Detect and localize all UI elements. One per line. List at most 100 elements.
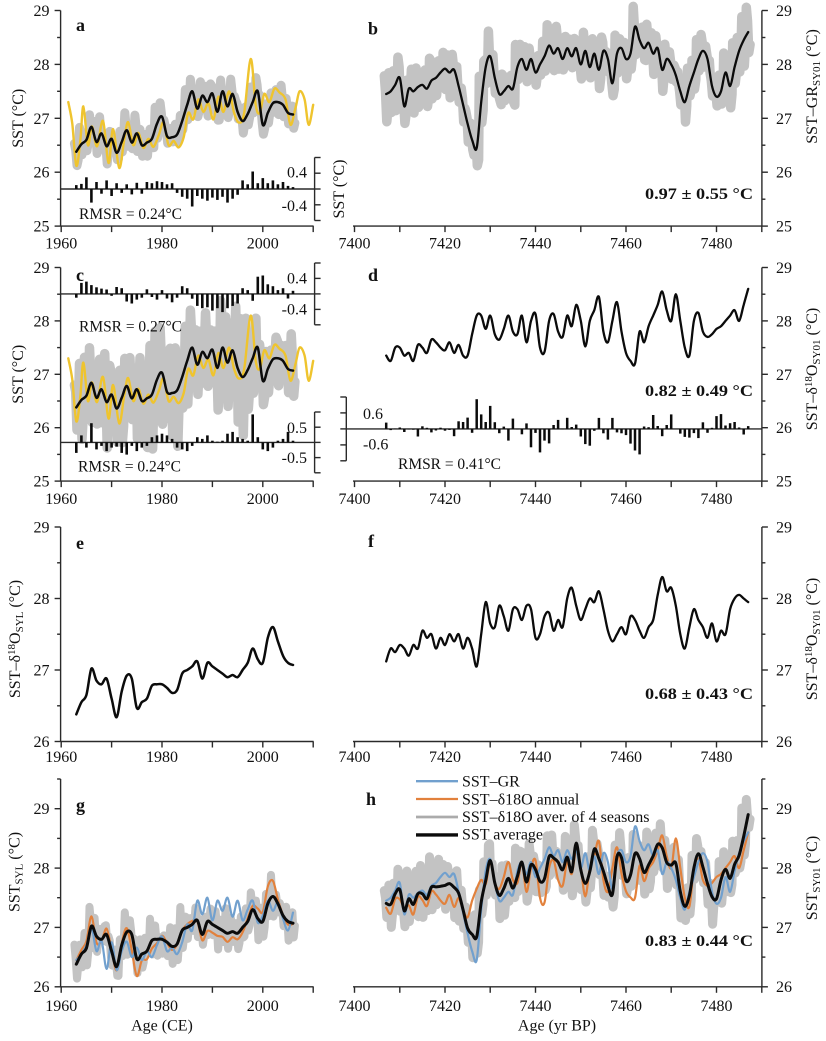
svg-text:RMSR = 0.24°C: RMSR = 0.24°C [79,206,182,223]
svg-text:26: 26 [34,165,50,182]
svg-text:7420: 7420 [429,236,461,253]
svg-text:27: 27 [776,367,792,384]
svg-text:0.5: 0.5 [287,420,307,437]
svg-text:a: a [76,15,85,35]
svg-text:28: 28 [776,57,792,74]
svg-text:2000: 2000 [247,236,279,253]
svg-text:RMSR = 0.24°C: RMSR = 0.24°C [78,459,181,476]
svg-text:Age (CE): Age (CE) [131,1018,193,1035]
svg-text:28: 28 [34,313,50,330]
svg-text:29: 29 [34,801,50,818]
svg-text:27: 27 [776,111,792,128]
svg-text:26: 26 [776,165,792,182]
svg-text:29: 29 [34,520,50,537]
svg-text:1960: 1960 [45,998,77,1015]
svg-text:28: 28 [776,313,792,330]
svg-text:2000: 2000 [247,749,279,766]
svg-text:1960: 1960 [45,491,77,508]
svg-text:27: 27 [34,367,50,384]
svg-text:7400: 7400 [339,998,371,1015]
svg-text:0.4: 0.4 [287,271,307,288]
svg-text:26: 26 [776,734,792,751]
svg-text:SST (°C): SST (°C) [10,345,27,404]
svg-text:7400: 7400 [339,236,371,253]
svg-text:2000: 2000 [247,491,279,508]
svg-text:SST–δ18OSY01​ (°C): SST–δ18OSY01​ (°C) [803,308,823,430]
svg-text:SST–δ18O annual: SST–δ18O annual [462,792,580,809]
svg-text:26: 26 [776,979,792,996]
svg-text:25: 25 [776,474,792,491]
svg-text:26: 26 [34,734,50,751]
svg-text:7400: 7400 [339,749,371,766]
svg-text:c: c [76,265,84,285]
svg-text:27: 27 [34,663,50,680]
svg-text:7480: 7480 [701,998,733,1015]
svg-text:0.82 ± 0.49 °C: 0.82 ± 0.49 °C [645,383,753,400]
svg-text:1960: 1960 [45,236,77,253]
svg-text:28: 28 [34,591,50,608]
svg-text:7460: 7460 [610,491,642,508]
svg-text:29: 29 [34,260,50,277]
svg-text:29: 29 [776,801,792,818]
svg-text:0.4: 0.4 [287,165,307,182]
svg-text:7460: 7460 [610,998,642,1015]
svg-text:7480: 7480 [701,749,733,766]
svg-text:-0.4: -0.4 [282,302,307,319]
svg-text:-0.5: -0.5 [282,450,307,467]
svg-text:Age (yr BP): Age (yr BP) [518,1018,596,1035]
svg-text:27: 27 [776,920,792,937]
svg-text:-0.4: -0.4 [282,198,307,215]
svg-text:25: 25 [34,474,50,491]
svg-text:28: 28 [34,861,50,878]
svg-text:26: 26 [776,420,792,437]
svg-text:25: 25 [34,219,50,236]
svg-text:SST–GRSY01​ (°C): SST–GRSY01​ (°C) [804,29,823,144]
svg-text:1980: 1980 [146,749,178,766]
svg-text:SST–δ18OSYL​ (°C): SST–δ18OSYL​ (°C) [6,580,26,698]
svg-text:7480: 7480 [701,491,733,508]
svg-text:7440: 7440 [520,491,552,508]
svg-text:7460: 7460 [610,749,642,766]
svg-text:0.68 ± 0.43 °C: 0.68 ± 0.43 °C [645,686,753,703]
svg-text:29: 29 [34,3,50,20]
svg-text:SST average: SST average [462,827,543,844]
svg-text:7460: 7460 [610,236,642,253]
svg-text:7400: 7400 [339,491,371,508]
svg-text:2000: 2000 [247,998,279,1015]
svg-text:f: f [368,531,375,551]
svg-text:0.83 ± 0.44 °C: 0.83 ± 0.44 °C [645,933,753,950]
svg-text:28: 28 [776,591,792,608]
svg-text:28: 28 [34,57,50,74]
svg-text:29: 29 [776,3,792,20]
svg-text:7420: 7420 [429,491,461,508]
svg-text:SSTSY01​ (°C): SSTSY01​ (°C) [804,836,823,920]
svg-text:7420: 7420 [429,749,461,766]
svg-text:SSTSYL​ (°C): SSTSYL​ (°C) [7,832,26,912]
svg-text:e: e [76,533,84,553]
svg-text:28: 28 [776,861,792,878]
svg-text:1960: 1960 [45,749,77,766]
svg-text:7420: 7420 [429,998,461,1015]
svg-text:d: d [368,265,378,285]
svg-text:27: 27 [776,663,792,680]
svg-text:7480: 7480 [701,236,733,253]
svg-text:SST (°C): SST (°C) [331,159,348,218]
svg-text:RMSR = 0.27°C: RMSR = 0.27°C [79,319,182,336]
svg-text:SST–GR: SST–GR [462,774,520,791]
svg-text:29: 29 [776,520,792,537]
svg-text:27: 27 [34,920,50,937]
svg-text:29: 29 [776,260,792,277]
svg-text:26: 26 [34,420,50,437]
svg-text:SST (°C): SST (°C) [10,89,27,148]
svg-text:1980: 1980 [146,491,178,508]
svg-text:b: b [368,19,378,39]
svg-text:7440: 7440 [520,236,552,253]
svg-text:0.6: 0.6 [363,406,383,423]
svg-text:-0.6: -0.6 [363,437,388,454]
svg-text:g: g [76,795,85,815]
svg-text:1980: 1980 [146,236,178,253]
svg-text:0.97 ± 0.55 °C: 0.97 ± 0.55 °C [645,186,753,203]
svg-text:RMSR = 0.41°C: RMSR = 0.41°C [398,456,501,473]
svg-text:25: 25 [776,219,792,236]
svg-text:1980: 1980 [146,998,178,1015]
